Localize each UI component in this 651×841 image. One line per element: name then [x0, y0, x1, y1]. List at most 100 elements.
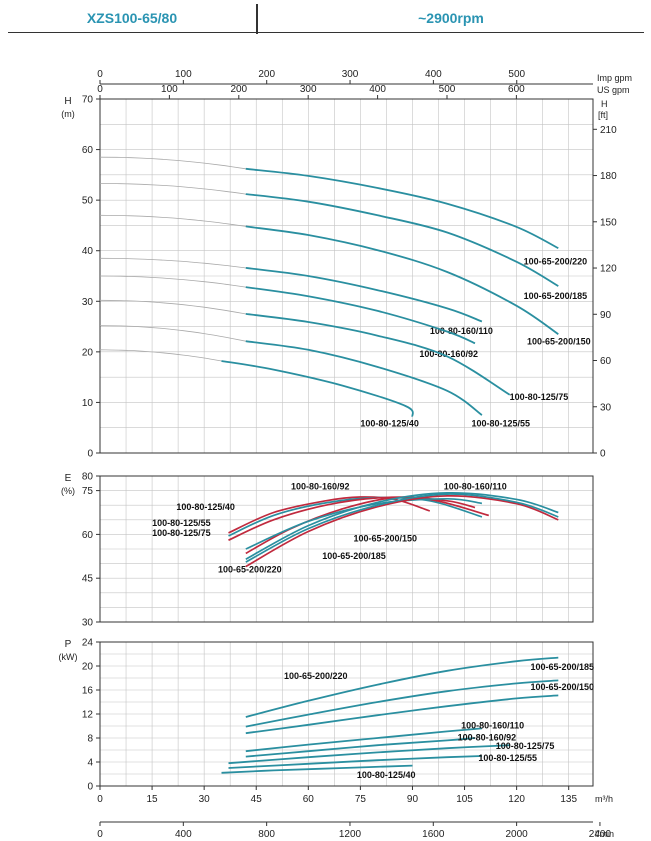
us-gpm-tick-label: 500	[439, 84, 456, 95]
y-tick-label: 60	[82, 530, 94, 541]
head-curve-label: 100-65-200/185	[524, 291, 588, 301]
efficiency-curve	[228, 496, 483, 537]
efficiency-curve	[245, 497, 483, 550]
head-curve-label: 100-80-125/40	[360, 419, 419, 429]
power-curve	[245, 694, 559, 735]
imp-gpm-tick-label: 300	[342, 69, 359, 80]
head-curve-thin	[99, 257, 248, 269]
y-tick-label: 80	[82, 472, 94, 483]
efficiency-curve-label: 100-65-200/150	[353, 534, 417, 544]
efficiency-curve	[228, 496, 490, 541]
head-curve-label: 100-80-160/110	[430, 326, 493, 336]
ft-axis-unit: [ft]	[598, 110, 608, 120]
ft-tick-label: 0	[600, 449, 606, 460]
model-title: XZS100-65/80	[86, 10, 178, 26]
efficiency-frame	[99, 475, 594, 623]
ft-tick-label: 210	[600, 125, 617, 136]
ft-axis-title: H	[601, 99, 608, 109]
y-axis-title: E	[65, 473, 72, 484]
y-axis-title: H	[64, 96, 71, 107]
x-tick-label: 75	[355, 794, 367, 805]
x-tick-label: 90	[407, 794, 419, 805]
lmin-tick-label: 2000	[505, 829, 528, 840]
lmin-tick-label: 2400	[589, 829, 612, 840]
ft-tick-label: 30	[600, 402, 612, 413]
imp-gpm-tick-label: 0	[97, 69, 103, 80]
efficiency-panel	[96, 475, 594, 623]
head-curve-label: 100-65-200/220	[524, 256, 588, 266]
y-axis-title: P	[65, 639, 72, 650]
power-curve-label: 100-80-125/55	[478, 753, 537, 763]
efficiency-curve-label: 100-65-200/185	[322, 551, 386, 561]
y-tick-label: 0	[87, 449, 93, 460]
power-curve	[245, 679, 559, 728]
efficiency-curve-label: 100-80-160/110	[444, 482, 507, 492]
lmin-tick-label: 1600	[422, 829, 445, 840]
us-gpm-tick-label: 600	[508, 84, 525, 95]
y-tick-label: 30	[82, 297, 94, 308]
head-curve-label: 100-80-125/55	[471, 419, 530, 429]
power-curve-label: 100-80-160/110	[461, 720, 524, 730]
header-divider	[256, 4, 258, 34]
ft-tick-label: 180	[600, 171, 617, 182]
y-tick-label: 30	[82, 618, 94, 629]
y-tick-label: 24	[82, 638, 94, 649]
x-tick-label: 120	[508, 794, 525, 805]
imp-gpm-tick-label: 200	[258, 69, 275, 80]
head-curve-thin	[99, 299, 248, 315]
lmin-tick-label: 400	[175, 829, 192, 840]
head-curve	[245, 340, 483, 416]
ft-tick-label: 120	[600, 264, 617, 275]
efficiency-curve-label: 100-80-125/55	[152, 518, 211, 528]
y-tick-label: 45	[82, 574, 94, 585]
lmin-tick-label: 800	[258, 829, 275, 840]
power-curve-label: 100-80-125/40	[357, 770, 416, 780]
us-gpm-tick-label: 300	[300, 84, 317, 95]
head-curve-thin	[99, 349, 222, 362]
us-gpm-tick-label: 100	[161, 84, 178, 95]
x-tick-label: 15	[147, 794, 159, 805]
imp-gpm-tick-label: 400	[425, 69, 442, 80]
power-curve	[245, 727, 482, 753]
efficiency-curve-label: 100-65-200/220	[218, 564, 282, 574]
y-tick-label: 50	[82, 196, 94, 207]
head-curve	[245, 286, 476, 345]
head-curve-label: 100-65-200/150	[527, 336, 591, 346]
y-tick-label: 4	[87, 758, 93, 769]
us-gpm-tick-label: 0	[97, 84, 103, 95]
head-curve-thin	[99, 275, 248, 288]
lmin-axis-label: l/min	[595, 829, 614, 839]
head-curve	[221, 360, 414, 418]
efficiency-curve-label: 100-80-160/92	[291, 482, 350, 492]
y-tick-label: 10	[82, 398, 94, 409]
head-curve-thin	[99, 214, 248, 228]
x-axis-unit: m³/h	[595, 794, 613, 804]
y-tick-label: 8	[87, 734, 93, 745]
efficiency-curve	[245, 495, 559, 568]
power-curve	[245, 737, 476, 758]
efficiency-curve-label: 100-80-125/40	[176, 502, 235, 512]
head-curve	[245, 313, 511, 396]
y-tick-label: 40	[82, 246, 94, 257]
y-tick-label: 12	[82, 710, 94, 721]
head-curve	[245, 225, 559, 335]
ft-tick-label: 150	[600, 217, 617, 228]
power-curve	[228, 744, 510, 765]
efficiency-curve	[245, 493, 559, 563]
y-axis-unit: (%)	[61, 486, 75, 496]
head-curve-thin	[99, 156, 248, 170]
us-gpm-tick-label: 200	[230, 84, 247, 95]
power-curve	[221, 764, 413, 774]
speed-title: ~2900rpm	[418, 10, 484, 26]
us-gpm-tick-label: 400	[369, 84, 386, 95]
y-axis-unit: (kW)	[59, 652, 78, 662]
efficiency-curve-label: 100-80-125/75	[152, 528, 211, 538]
y-tick-label: 60	[82, 145, 94, 156]
head-curve	[245, 267, 483, 323]
head-curve	[245, 167, 559, 250]
x-tick-label: 0	[97, 794, 103, 805]
y-tick-label: 0	[87, 782, 93, 793]
lmin-tick-label: 0	[97, 829, 103, 840]
imp-gpm-tick-label: 500	[508, 69, 525, 80]
